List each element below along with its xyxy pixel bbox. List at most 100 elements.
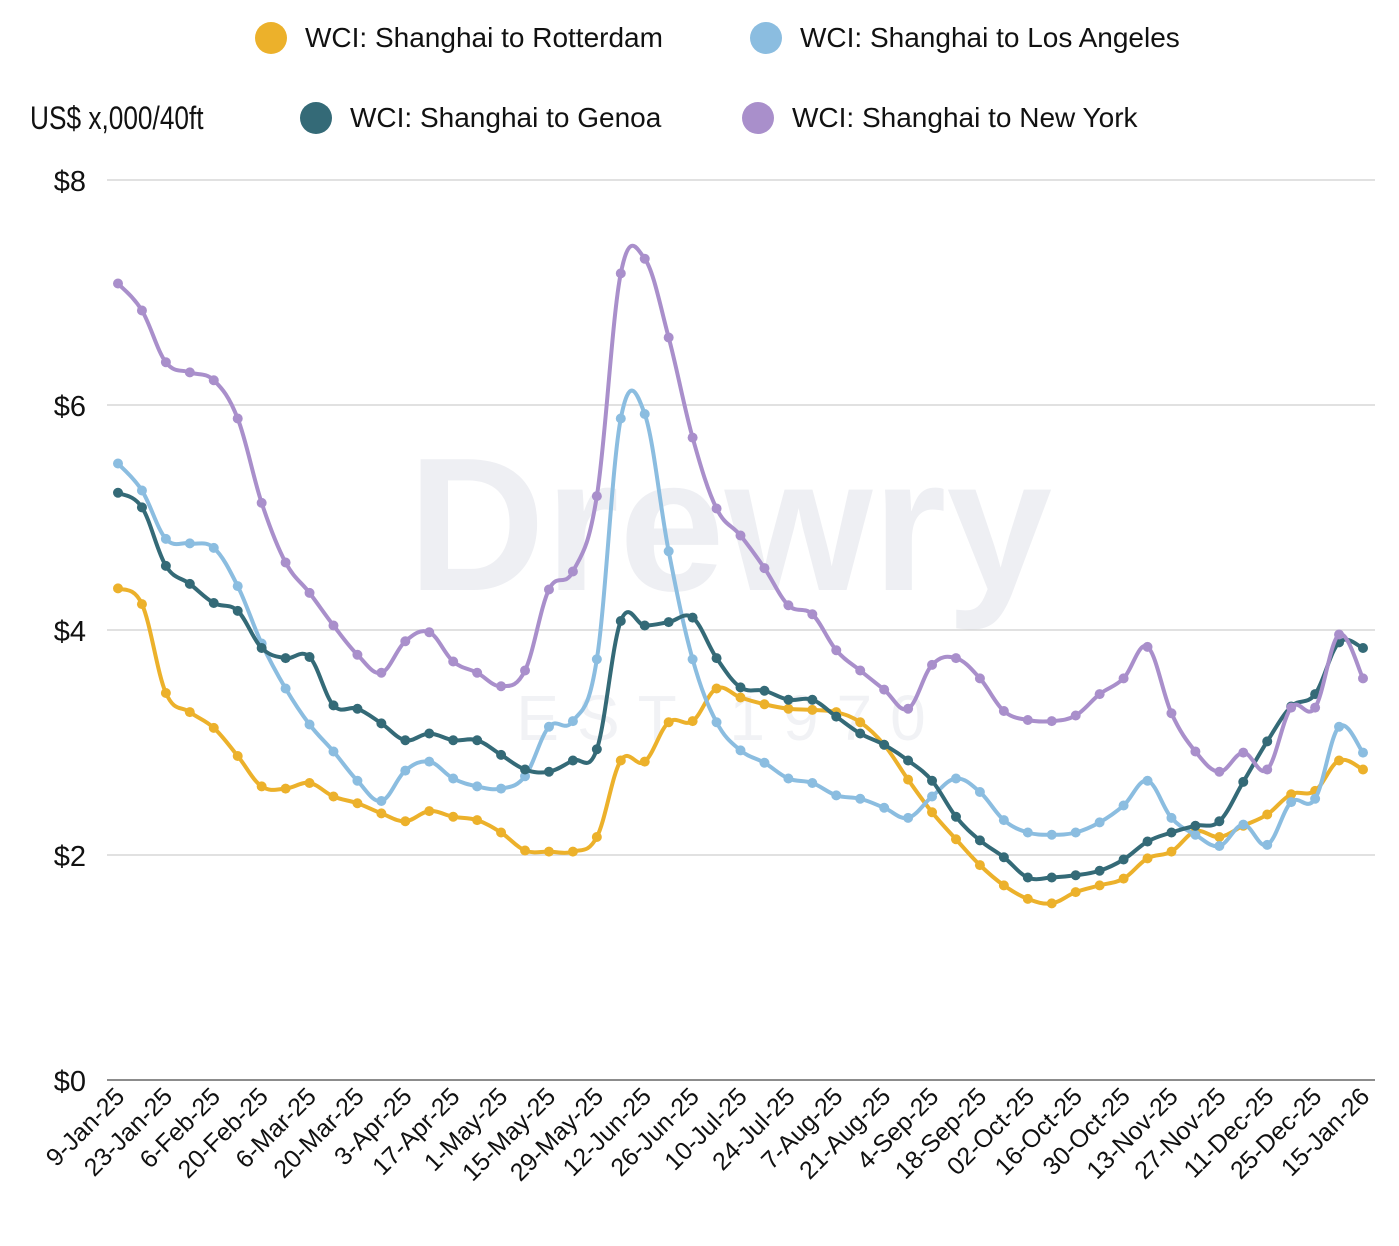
- data-point: [543, 766, 554, 777]
- data-point: [687, 654, 698, 665]
- data-point: [1118, 673, 1129, 684]
- watermark-subtext: EST 1970: [516, 682, 943, 754]
- data-point: [424, 728, 435, 739]
- data-point: [1046, 898, 1057, 909]
- data-point: [424, 806, 435, 817]
- data-point: [807, 694, 818, 705]
- data-point: [1070, 710, 1081, 721]
- data-point: [543, 846, 554, 857]
- data-point: [472, 815, 483, 826]
- data-point: [136, 599, 147, 610]
- data-point: [1334, 629, 1345, 640]
- data-point: [1214, 832, 1225, 842]
- y-tick-label: $0: [54, 1066, 86, 1098]
- data-point: [256, 497, 267, 508]
- data-point: [783, 703, 794, 714]
- data-point: [1262, 764, 1273, 775]
- series-line: [116, 490, 1364, 882]
- data-point: [1166, 846, 1177, 857]
- data-point: [735, 692, 746, 703]
- data-point: [615, 616, 626, 626]
- data-point: [735, 682, 746, 693]
- data-point: [1094, 865, 1105, 876]
- data-point: [1238, 776, 1249, 787]
- data-point: [160, 533, 171, 544]
- watermark: Drewry EST 1970: [408, 419, 1052, 754]
- data-point: [1142, 853, 1153, 864]
- data-point: [591, 832, 602, 842]
- data-point: [639, 756, 650, 767]
- data-point: [974, 860, 985, 871]
- data-point: [687, 612, 698, 623]
- data-point: [400, 816, 411, 827]
- data-point: [711, 683, 722, 694]
- data-point: [232, 413, 243, 424]
- data-point: [184, 707, 195, 718]
- data-point: [639, 620, 650, 631]
- data-point: [496, 783, 507, 794]
- data-point: [567, 846, 578, 857]
- data-point: [1118, 800, 1129, 811]
- data-point: [136, 485, 147, 496]
- data-point: [879, 802, 890, 813]
- data-point: [496, 749, 507, 760]
- data-point: [855, 793, 866, 804]
- data-point: [1286, 702, 1297, 713]
- data-point: [208, 598, 219, 608]
- data-point: [950, 834, 961, 845]
- data-point: [1238, 819, 1249, 830]
- data-point: [208, 375, 219, 386]
- data-point: [208, 722, 219, 733]
- data-point: [1214, 766, 1225, 777]
- legend-item-rotterdam: WCI: Shanghai to Rotterdam: [255, 22, 663, 54]
- data-point: [855, 717, 866, 728]
- data-point: [424, 756, 435, 767]
- data-point: [1022, 872, 1033, 883]
- data-point: [232, 581, 243, 592]
- data-point: [304, 652, 315, 662]
- data-point: [400, 765, 411, 776]
- data-point: [567, 566, 578, 577]
- data-point: [1022, 827, 1033, 838]
- data-point: [1286, 789, 1297, 800]
- legend-dot-new-york: [742, 102, 774, 134]
- legend-label-rotterdam: WCI: Shanghai to Rotterdam: [305, 22, 663, 53]
- data-point: [472, 667, 483, 678]
- data-point: [998, 815, 1009, 826]
- legend-label-new-york: WCI: Shanghai to New York: [792, 102, 1138, 133]
- data-point: [520, 845, 531, 856]
- data-point: [472, 735, 483, 746]
- data-point: [998, 852, 1009, 863]
- data-point: [759, 757, 770, 768]
- data-point: [903, 812, 914, 823]
- data-point: [1190, 820, 1201, 831]
- legend-dot-los-angeles: [750, 22, 782, 54]
- data-point: [304, 719, 315, 730]
- data-point: [280, 683, 291, 694]
- data-point: [1310, 793, 1321, 804]
- data-point: [759, 685, 770, 696]
- data-point: [1214, 841, 1225, 851]
- data-point: [400, 636, 411, 647]
- data-point: [1142, 775, 1153, 786]
- data-point: [974, 835, 985, 846]
- data-point: [855, 665, 866, 676]
- data-point: [113, 583, 123, 594]
- data-point: [1046, 716, 1057, 727]
- data-point: [831, 790, 842, 801]
- data-point: [328, 791, 339, 802]
- data-point: [208, 542, 219, 553]
- data-point: [1262, 809, 1273, 820]
- data-point: [1022, 715, 1033, 725]
- data-point: [160, 357, 171, 368]
- data-point: [711, 717, 722, 728]
- data-point: [1310, 702, 1321, 713]
- data-point: [567, 716, 578, 727]
- data-point: [280, 557, 291, 568]
- data-point: [1358, 673, 1368, 684]
- data-point: [543, 584, 554, 595]
- data-point: [304, 778, 315, 788]
- data-point: [472, 781, 483, 792]
- data-point: [879, 684, 890, 695]
- data-point: [591, 654, 602, 665]
